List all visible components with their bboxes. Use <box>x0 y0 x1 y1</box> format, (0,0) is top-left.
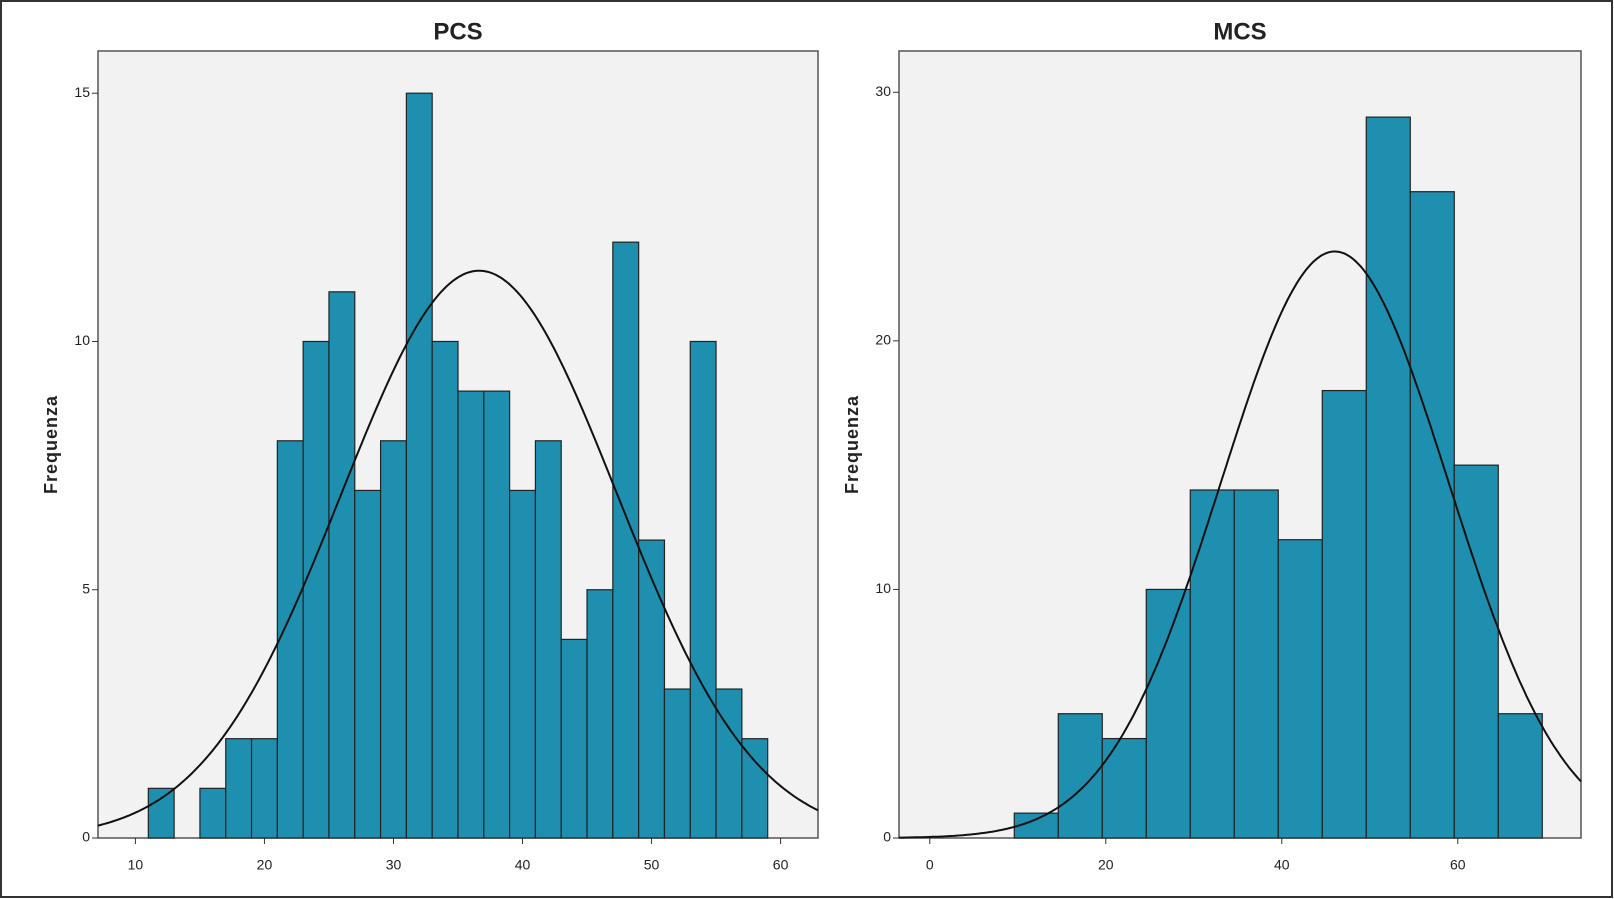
bar <box>276 440 304 839</box>
bar <box>199 787 227 839</box>
bar <box>1101 737 1147 839</box>
x-tick-label: 60 <box>773 857 789 873</box>
x-tick-label: 50 <box>644 857 660 873</box>
bar <box>612 241 640 839</box>
bar <box>431 340 459 839</box>
normal-curve <box>97 269 819 827</box>
x-tick-label: 40 <box>1274 857 1290 873</box>
y-tick-label: 10 <box>875 580 891 596</box>
bar <box>328 291 356 839</box>
bar <box>638 539 666 839</box>
chart-title: PCS <box>433 18 482 45</box>
bar <box>1189 489 1235 839</box>
bar <box>1453 464 1499 839</box>
bar <box>1497 713 1543 839</box>
y-tick-label: 15 <box>74 84 90 100</box>
x-tick-label: 40 <box>515 857 531 873</box>
bar <box>147 787 175 839</box>
y-axis-label: Frequenza <box>41 395 61 494</box>
bar <box>379 440 407 839</box>
bar <box>560 638 588 839</box>
bar <box>483 390 511 839</box>
bar <box>1365 116 1411 839</box>
bar <box>1277 539 1323 839</box>
bar <box>225 738 253 839</box>
y-tick-label: 0 <box>82 829 90 845</box>
x-tick-label: 20 <box>1098 857 1114 873</box>
bar <box>1233 489 1279 839</box>
x-tick-label: 10 <box>128 857 144 873</box>
bar <box>689 340 717 839</box>
x-tick-label: 60 <box>1450 857 1466 873</box>
bar <box>1057 713 1103 839</box>
bar <box>509 489 537 839</box>
bar <box>405 92 433 839</box>
y-axis-label: Frequenza <box>842 395 862 494</box>
y-tick-label: 30 <box>875 83 891 99</box>
bar <box>354 489 382 839</box>
y-tick-label: 20 <box>875 332 891 348</box>
y-tick-label: 10 <box>74 332 90 348</box>
normal-curve <box>899 250 1582 839</box>
x-tick-label: 20 <box>257 857 273 873</box>
x-tick-label: 30 <box>386 857 402 873</box>
bar <box>1321 389 1367 839</box>
bar <box>715 688 743 839</box>
bar <box>534 440 562 839</box>
bar <box>250 738 278 839</box>
bar <box>741 738 769 839</box>
y-tick-label: 0 <box>883 829 891 845</box>
bar <box>1145 588 1191 839</box>
bar <box>1409 191 1455 839</box>
bar <box>663 688 691 839</box>
bar <box>302 340 330 839</box>
bar <box>457 390 485 839</box>
bar <box>586 589 614 839</box>
y-tick-label: 5 <box>82 580 90 596</box>
chart-title: MCS <box>1213 18 1266 45</box>
x-tick-label: 0 <box>926 857 934 873</box>
